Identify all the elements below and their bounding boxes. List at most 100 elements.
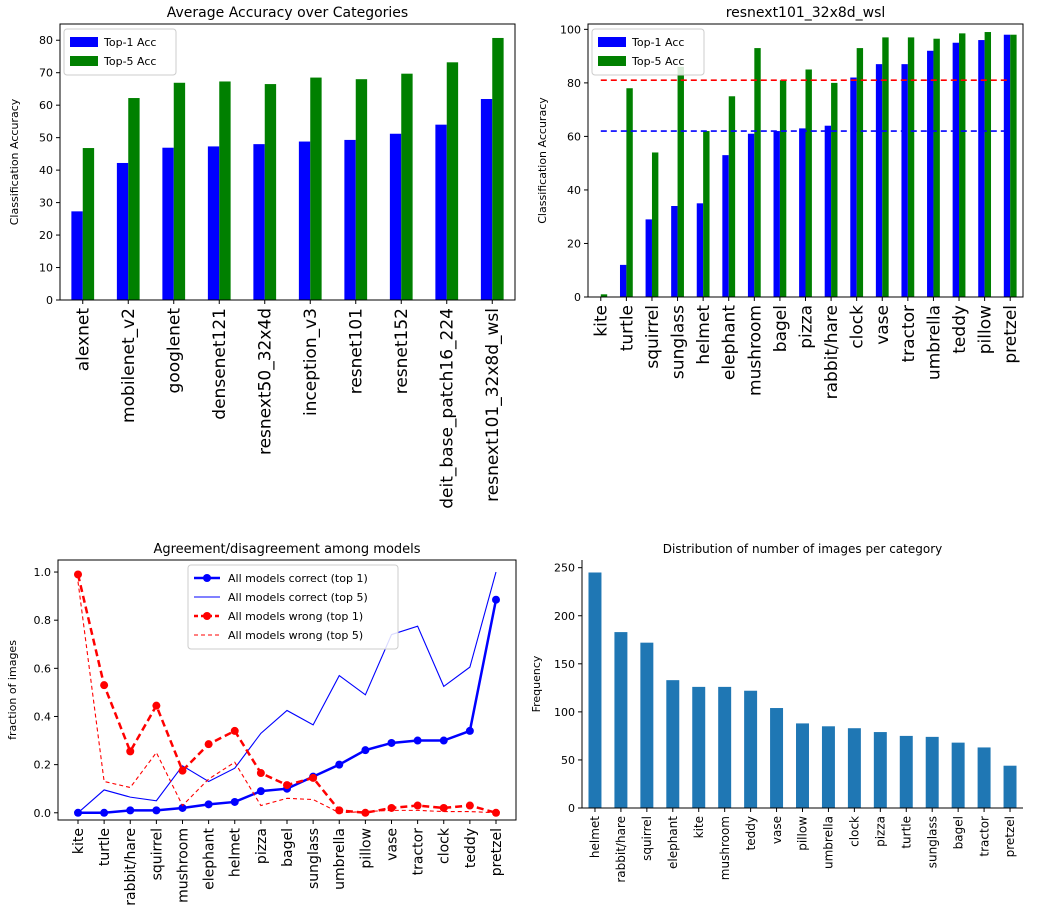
x-tick-label: pillow (358, 828, 374, 869)
y-tick-label: 40 (567, 184, 581, 197)
y-tick-label: 70 (39, 67, 53, 80)
data-point (100, 808, 109, 817)
x-tick-label: sunglass (925, 816, 939, 868)
x-tick-label: rabbit/hare (822, 305, 842, 399)
bar (925, 736, 939, 808)
x-tick-label: umbrella (822, 816, 836, 869)
y-tick-label: 0.8 (34, 614, 52, 627)
data-point (100, 681, 109, 690)
data-point (256, 769, 265, 778)
data-point (283, 781, 291, 790)
bar (984, 32, 992, 297)
x-tick-label: mushroom (745, 305, 765, 396)
y-tick-label: 20 (39, 229, 53, 242)
x-tick-label: pretzel (489, 828, 505, 876)
data-point (178, 766, 187, 775)
x-tick-label: vase (770, 816, 784, 844)
x-tick-label: umbrella (924, 305, 944, 380)
data-point (335, 760, 344, 769)
bar (666, 680, 680, 808)
bar (401, 73, 413, 301)
x-tick-label: elephant (202, 828, 218, 890)
x-tick-label: rabbit/hare (123, 828, 139, 906)
bar (773, 131, 780, 297)
x-tick-label: elephant (666, 816, 680, 869)
bar (747, 133, 755, 297)
bar (480, 99, 493, 301)
data-point (152, 806, 161, 815)
bar (389, 133, 402, 300)
plot-area (71, 37, 504, 301)
chart-title: Average Accuracy over Categories (167, 5, 408, 21)
x-tick-label: pretzel (1003, 816, 1017, 857)
legend-swatch (598, 37, 626, 47)
data-point (439, 736, 448, 745)
data-point (230, 726, 239, 735)
y-tick-label: 10 (39, 262, 53, 275)
y-tick-label: 30 (39, 197, 53, 210)
bar (952, 42, 960, 298)
data-point (178, 803, 187, 812)
bar (907, 37, 915, 297)
bar (805, 69, 812, 297)
chart-title: Agreement/disagreement among models (153, 542, 420, 557)
bar (116, 162, 129, 300)
x-tick-label: squirrel (149, 828, 165, 880)
plot-frame (57, 559, 517, 821)
bar (619, 264, 627, 297)
x-tick-label: teddy (463, 828, 479, 868)
y-tick-label: 1.0 (34, 566, 52, 579)
plot-frame (59, 23, 516, 301)
bar (207, 146, 220, 300)
bar (875, 64, 883, 297)
chart-title: resnext101_32x8d_wsl (726, 5, 886, 21)
y-tick-label: 80 (567, 77, 581, 90)
x-tick-label: teddy (950, 305, 970, 354)
x-tick-label: clock (848, 305, 868, 349)
chart-title: Distribution of number of images per cat… (663, 542, 942, 556)
y-tick-label: 40 (39, 164, 53, 177)
legend-label: All models correct (top 1) (228, 572, 368, 585)
bar (219, 81, 231, 301)
bar (728, 96, 736, 297)
bar (899, 735, 913, 808)
legend: Top-1 Acc Top-5 Acc (63, 28, 177, 76)
bar (951, 742, 965, 808)
data-point (204, 740, 213, 749)
legend: All models correct (top 1) All models cor… (187, 564, 399, 650)
bar (626, 88, 633, 297)
y-axis-label: fraction of images (6, 640, 19, 740)
bar (645, 219, 652, 297)
y-tick-label: 0 (46, 294, 53, 307)
bar (344, 139, 356, 300)
bar (253, 144, 265, 300)
bar (1003, 765, 1017, 808)
bar (692, 686, 706, 808)
data-point (465, 726, 474, 735)
legend-label: All models wrong (top 5) (228, 629, 363, 642)
y-tick-label: 0 (568, 802, 575, 815)
bar (824, 125, 832, 298)
data-point (361, 746, 370, 755)
data-point (465, 801, 474, 810)
y-tick-label: 150 (554, 658, 575, 671)
legend-label: Top-1 Acc (103, 36, 156, 49)
bar (978, 40, 985, 297)
x-tick-label: kite (71, 828, 87, 854)
x-tick-label: vase (384, 828, 400, 861)
bar (355, 79, 368, 300)
bar (128, 98, 140, 300)
bar (703, 131, 710, 297)
x-tick-label: inception_v3 (301, 308, 321, 416)
legend-swatch (70, 37, 98, 47)
x-tick-label: bagel (951, 816, 965, 849)
legend-frame (187, 564, 399, 650)
x-tick-label: mushroom (718, 816, 732, 880)
bar (264, 84, 277, 300)
bar (298, 141, 311, 300)
chart-3: Agreement/disagreement among models fract… (6, 542, 517, 906)
x-tick-label: kite (692, 816, 706, 838)
data-point (413, 801, 422, 810)
data-point (439, 803, 448, 812)
